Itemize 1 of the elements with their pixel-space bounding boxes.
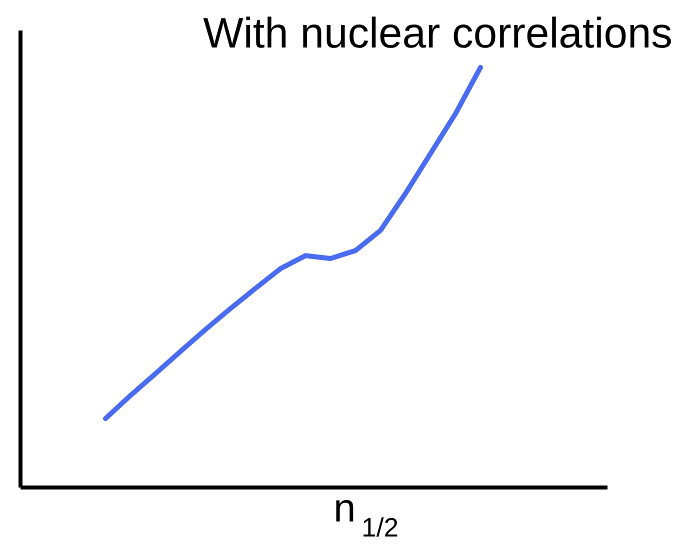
chart-title: With nuclear correlations xyxy=(203,9,672,58)
